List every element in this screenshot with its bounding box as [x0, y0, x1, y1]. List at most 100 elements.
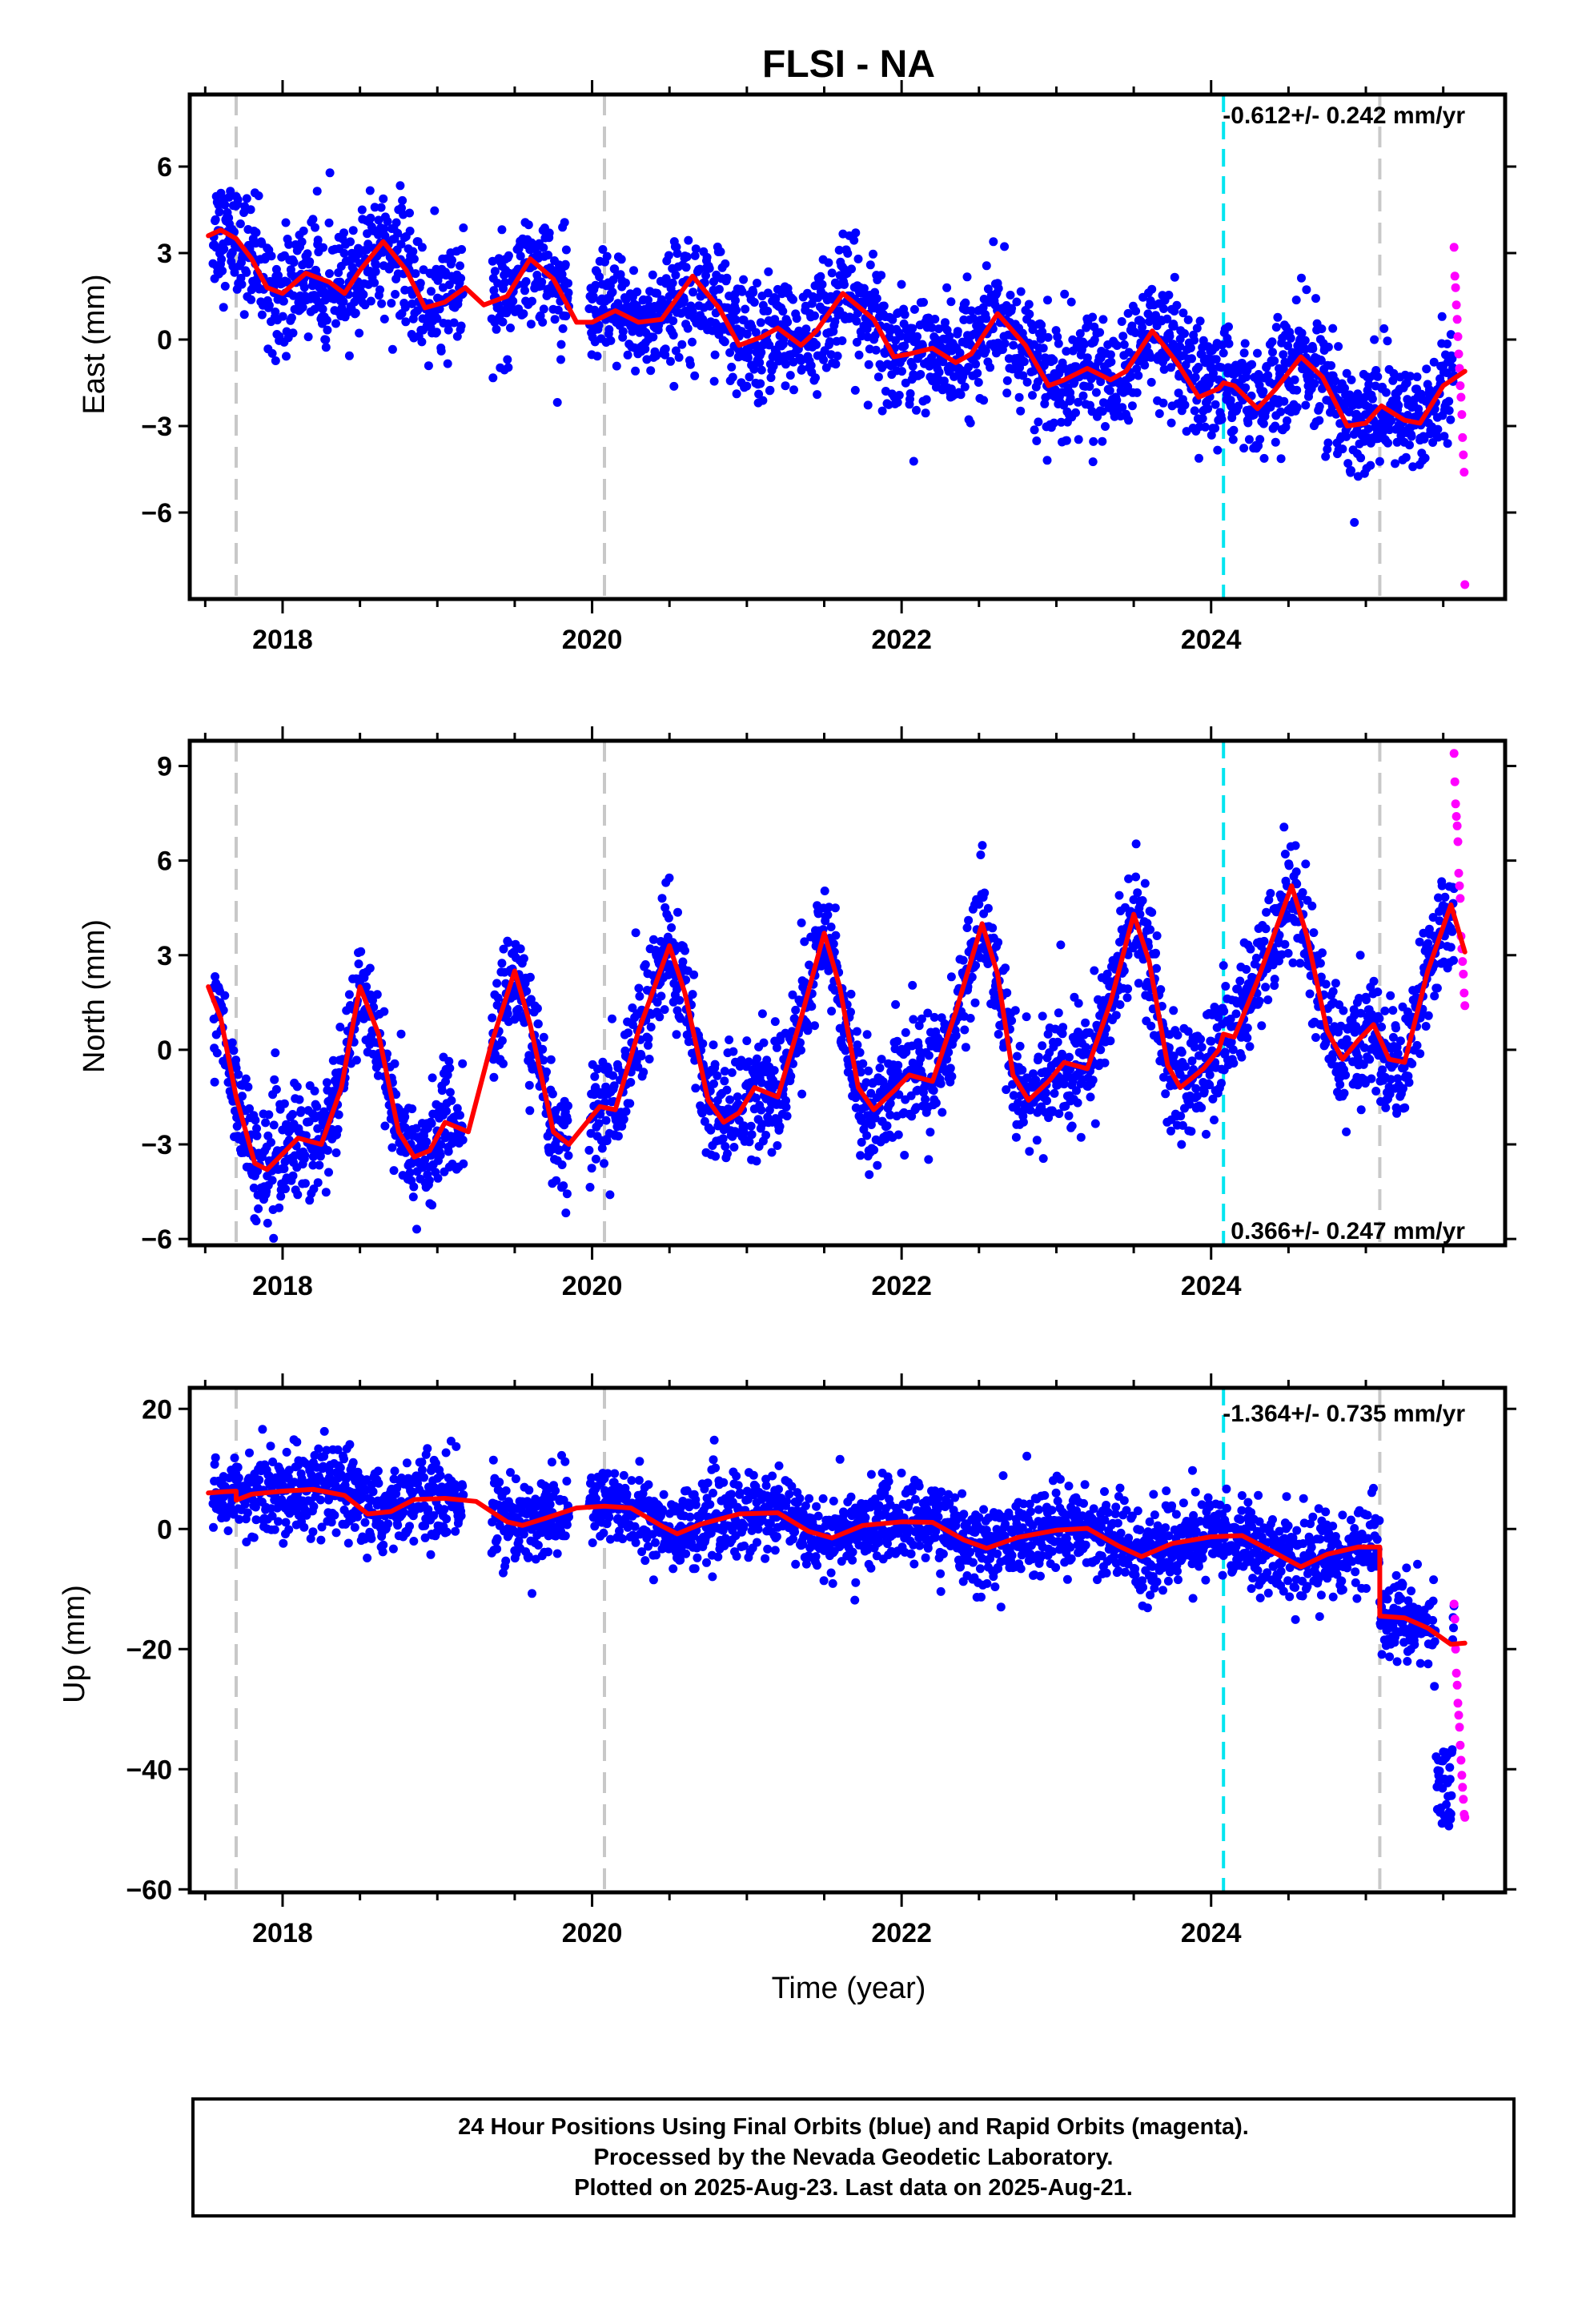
- rapid-data-point: [1452, 300, 1461, 310]
- data-point: [1356, 453, 1366, 463]
- data-point: [1075, 329, 1085, 338]
- data-point: [1446, 330, 1456, 340]
- data-point: [1054, 339, 1063, 348]
- data-point: [387, 1143, 397, 1152]
- data-point: [1321, 452, 1331, 461]
- data-point: [1367, 1074, 1376, 1084]
- data-point: [1401, 452, 1411, 462]
- data-point: [215, 207, 224, 217]
- data-point: [900, 341, 909, 351]
- data-point: [1180, 329, 1189, 338]
- data-point: [1217, 415, 1227, 424]
- data-point: [624, 1028, 633, 1038]
- data-point: [1114, 891, 1124, 900]
- data-point: [908, 980, 917, 990]
- data-point: [976, 850, 986, 859]
- data-point: [755, 358, 765, 368]
- data-point: [503, 1009, 512, 1019]
- data-point: [436, 1150, 445, 1160]
- data-point: [673, 907, 682, 917]
- data-point: [313, 1178, 323, 1188]
- data-point: [1218, 340, 1227, 350]
- data-point: [770, 315, 780, 324]
- data-point: [427, 1119, 436, 1128]
- data-point: [1018, 371, 1028, 380]
- data-point: [405, 227, 415, 235]
- data-point: [296, 1106, 306, 1116]
- data-point: [1373, 987, 1383, 997]
- data-point: [620, 278, 630, 287]
- data-point: [1334, 342, 1343, 352]
- rapid-data-point: [1457, 410, 1467, 420]
- data-point: [1339, 1006, 1348, 1015]
- data-point: [608, 287, 617, 297]
- data-point: [764, 267, 773, 276]
- data-point: [718, 1134, 728, 1144]
- data-point: [591, 280, 600, 290]
- data-point: [424, 1176, 434, 1185]
- data-point: [1253, 348, 1262, 358]
- data-point: [267, 348, 277, 358]
- data-point: [1202, 1129, 1211, 1139]
- data-point: [971, 961, 981, 970]
- data-point: [443, 359, 452, 368]
- data-point: [1166, 1126, 1175, 1136]
- data-point: [344, 990, 354, 999]
- data-point: [1442, 368, 1452, 377]
- data-point: [1198, 414, 1207, 424]
- data-point: [1301, 859, 1311, 869]
- data-point: [408, 1192, 418, 1202]
- data-point: [390, 1059, 400, 1068]
- data-point: [1419, 434, 1429, 444]
- data-point: [356, 947, 366, 956]
- data-point: [613, 1132, 623, 1141]
- data-point: [914, 1021, 924, 1031]
- data-point: [1207, 1036, 1216, 1046]
- data-point: [436, 1102, 445, 1112]
- data-point: [1112, 341, 1122, 350]
- data-point: [1305, 989, 1315, 999]
- data-point: [930, 315, 940, 324]
- data-point: [418, 1163, 428, 1172]
- data-point: [1311, 294, 1320, 304]
- data-point: [1433, 424, 1443, 434]
- data-point: [631, 366, 640, 376]
- data-point: [710, 350, 720, 360]
- data-point: [762, 1055, 772, 1065]
- data-point: [1038, 1011, 1047, 1021]
- data-point: [1255, 435, 1265, 444]
- data-point: [499, 1059, 508, 1068]
- data-point: [966, 1014, 975, 1023]
- data-point: [1366, 460, 1375, 470]
- data-point: [896, 332, 905, 341]
- data-point: [300, 1179, 310, 1188]
- data-point: [843, 248, 853, 258]
- data-point: [1085, 382, 1094, 392]
- data-point: [412, 1224, 421, 1234]
- data-point: [325, 168, 335, 178]
- data-point: [639, 1068, 648, 1077]
- data-point: [981, 346, 990, 356]
- data-point: [733, 1092, 742, 1102]
- data-point: [974, 899, 984, 909]
- data-point: [1323, 342, 1333, 352]
- data-point: [519, 309, 528, 319]
- data-point: [1377, 1022, 1387, 1031]
- data-point: [1187, 354, 1196, 364]
- data-point: [1126, 372, 1136, 381]
- data-point: [400, 303, 410, 312]
- data-point: [1363, 424, 1373, 433]
- data-point: [539, 243, 548, 252]
- data-point: [456, 261, 464, 271]
- data-point: [893, 398, 902, 407]
- data-point: [775, 1122, 785, 1132]
- data-point: [305, 1196, 315, 1205]
- data-point: [983, 903, 993, 913]
- data-point: [282, 352, 291, 361]
- data-point: [1119, 340, 1129, 349]
- data-point: [504, 938, 513, 947]
- data-point: [539, 1055, 548, 1065]
- x-tick-label: 2022: [871, 625, 932, 655]
- data-point: [709, 1040, 718, 1050]
- data-point: [939, 376, 949, 386]
